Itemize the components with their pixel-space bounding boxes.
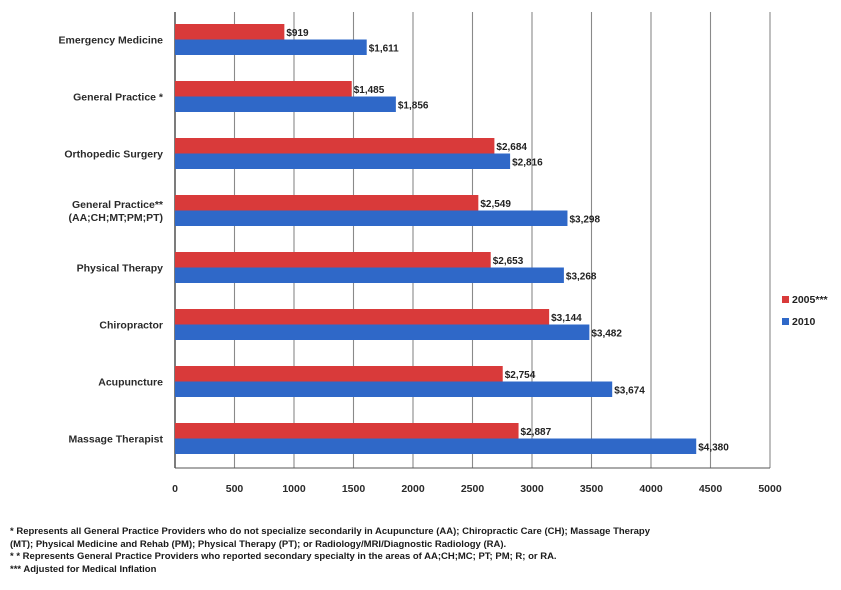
legend: 2005*** 2010 (782, 294, 829, 328)
bar (175, 138, 495, 154)
bar (175, 267, 564, 283)
footnote-line: (MT); Physical Medicine and Rehab (PM); … (10, 538, 507, 550)
x-tick-label: 3500 (580, 483, 604, 495)
footnotes: * Represents all General Practice Provid… (10, 526, 830, 576)
category-label: General Practice * (73, 92, 164, 104)
data-label: $1,856 (398, 101, 429, 112)
bar (175, 24, 285, 40)
data-label: $2,887 (521, 427, 552, 438)
footnote-line: * * Represents General Practice Provider… (10, 551, 557, 562)
bar (175, 195, 479, 211)
category-labels: Emergency Medicine General Practice * Orth… (59, 35, 164, 446)
data-label: $3,144 (551, 313, 582, 324)
bar-chart: $919 $1,611 $1,485 $1,856 $2,684 $2,816 $2,549… (59, 12, 829, 495)
category-label: Orthopedic Surgery (64, 149, 163, 161)
grid-lines (174, 12, 771, 469)
footnote-line: * Represents all General Practice Provid… (10, 526, 651, 537)
x-tick-label: 4500 (699, 483, 723, 495)
data-label: $1,611 (369, 44, 399, 55)
data-label: $4,380 (698, 443, 729, 454)
category-label: Massage Therapist (68, 434, 163, 446)
x-tick-label: 0 (172, 483, 178, 495)
x-tick-label: 5000 (758, 483, 782, 495)
bar (175, 210, 568, 226)
category-label: Chiropractor (99, 320, 163, 332)
x-tick-label: 4000 (639, 483, 663, 495)
data-label: $3,298 (569, 215, 600, 226)
legend-label: 2010 (792, 316, 816, 328)
data-label: $919 (286, 28, 309, 39)
category-label: Emergency Medicine (59, 35, 164, 47)
bar (175, 309, 550, 325)
data-label: $2,549 (480, 199, 511, 210)
data-label: $3,482 (591, 329, 622, 340)
bar (175, 153, 511, 169)
footnote-line: *** Adjusted for Medical Inflation (10, 563, 157, 575)
bar (175, 252, 491, 268)
bar (175, 81, 352, 97)
bars: $919 $1,611 $1,485 $1,856 $2,684 $2,816 $2,549… (175, 24, 729, 454)
x-tick-label: 500 (226, 483, 244, 495)
data-label: $2,816 (512, 158, 543, 169)
bar (175, 366, 503, 382)
category-label: (AA;CH;MT;PM;PT) (69, 212, 163, 224)
category-label: Physical Therapy (77, 263, 164, 275)
x-tick-label: 2500 (461, 483, 485, 495)
x-tick-label: 3000 (520, 483, 544, 495)
bar (175, 438, 697, 454)
bar (175, 423, 519, 439)
category-label: General Practice** (72, 199, 164, 211)
data-label: $2,754 (505, 370, 536, 381)
x-axis-ticks: 0 500 1000 1500 2000 2500 3000 3500 4000 4500 5000 (172, 483, 782, 495)
legend-swatch (782, 318, 789, 325)
category-label: Acupuncture (98, 377, 163, 389)
bar (175, 324, 590, 340)
legend-label: 2005*** (792, 294, 829, 306)
data-label: $3,674 (614, 386, 645, 397)
data-label: $3,268 (566, 272, 597, 283)
data-label: $2,684 (496, 142, 527, 153)
bar (175, 96, 396, 112)
x-tick-label: 2000 (401, 483, 425, 495)
bar (175, 381, 613, 397)
data-label: $2,653 (493, 256, 524, 267)
data-label: $1,485 (354, 85, 385, 96)
legend-swatch (782, 296, 789, 303)
bar (175, 39, 367, 55)
x-tick-label: 1500 (342, 483, 366, 495)
x-tick-label: 1000 (282, 483, 306, 495)
